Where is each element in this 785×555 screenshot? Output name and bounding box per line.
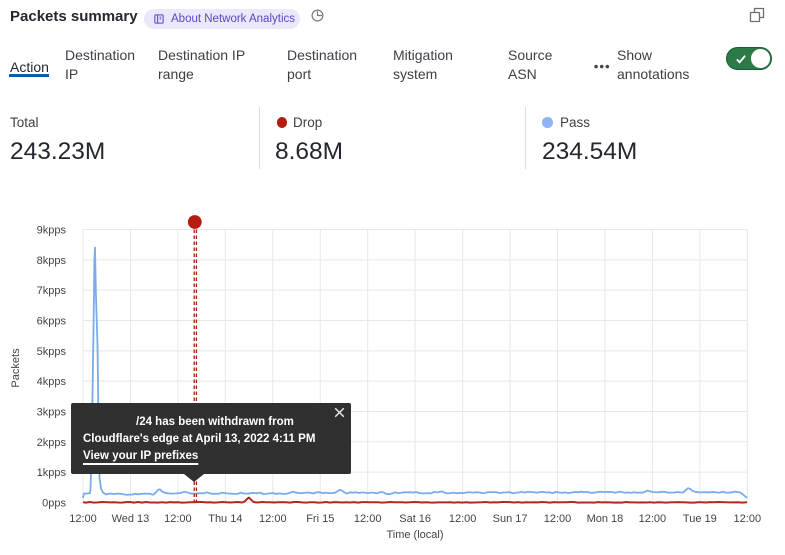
svg-text:Time (local): Time (local) (386, 529, 443, 541)
svg-text:Mon 18: Mon 18 (587, 513, 624, 525)
svg-text:0pps: 0pps (42, 497, 66, 509)
svg-text:12:00: 12:00 (639, 513, 667, 525)
svg-text:12:00: 12:00 (259, 513, 287, 525)
svg-text:12:00: 12:00 (164, 513, 192, 525)
svg-text:Sun 17: Sun 17 (493, 513, 528, 525)
svg-text:3kpps: 3kpps (37, 406, 67, 418)
svg-text:5kpps: 5kpps (37, 346, 67, 358)
svg-text:Packets: Packets (10, 348, 22, 388)
svg-text:1kpps: 1kpps (37, 467, 67, 479)
svg-text:12:00: 12:00 (354, 513, 382, 525)
svg-text:6kpps: 6kpps (37, 315, 67, 327)
svg-text:12:00: 12:00 (449, 513, 477, 525)
svg-text:12:00: 12:00 (734, 513, 762, 525)
svg-text:4kpps: 4kpps (37, 376, 67, 388)
svg-text:Tue 19: Tue 19 (683, 513, 717, 525)
svg-text:Fri 15: Fri 15 (306, 513, 334, 525)
svg-text:2kpps: 2kpps (37, 437, 67, 449)
svg-text:12:00: 12:00 (69, 513, 97, 525)
svg-text:Thu 14: Thu 14 (208, 513, 242, 525)
svg-text:12:00: 12:00 (544, 513, 572, 525)
svg-text:9kpps: 9kpps (37, 225, 67, 237)
svg-text:7kpps: 7kpps (37, 285, 67, 297)
svg-text:Wed 13: Wed 13 (112, 513, 150, 525)
svg-text:Sat 16: Sat 16 (399, 513, 431, 525)
svg-text:8kpps: 8kpps (37, 255, 67, 267)
